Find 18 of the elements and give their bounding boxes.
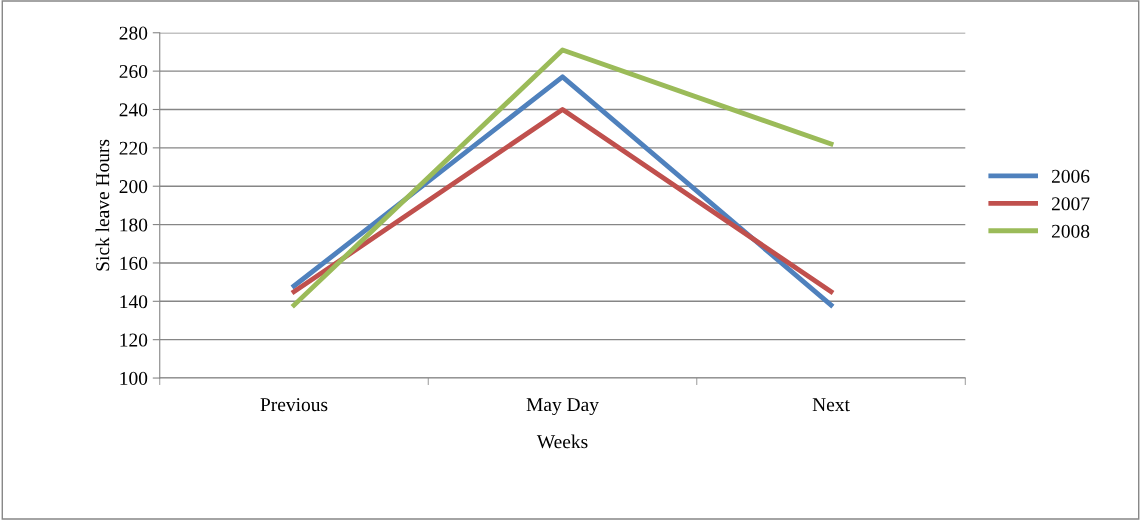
x-tick-label: Previous	[260, 398, 328, 412]
y-axis-title: Sick leave Hours	[95, 139, 110, 271]
legend-label: 2006	[1051, 169, 1090, 183]
y-tick-label: 180	[120, 218, 148, 232]
x-tick-label: May Day	[526, 398, 599, 416]
y-tick-label: 240	[119, 103, 148, 117]
y-tick-label: 120	[120, 333, 148, 347]
y-tick-label: 260	[119, 64, 148, 79]
y-tick-label: 280	[119, 26, 148, 40]
legend-label: 2008	[1051, 224, 1090, 238]
y-tick-label: 200	[119, 180, 148, 194]
y-tick-label: 220	[119, 141, 148, 155]
legend-label: 2007	[1051, 197, 1090, 211]
y-tick-label: 160	[120, 256, 148, 270]
x-axis-title: Weeks	[536, 434, 588, 449]
x-tick-label: Next	[812, 398, 850, 412]
y-tick-label: 140	[120, 295, 148, 309]
y-tick-label: 100	[120, 371, 148, 385]
